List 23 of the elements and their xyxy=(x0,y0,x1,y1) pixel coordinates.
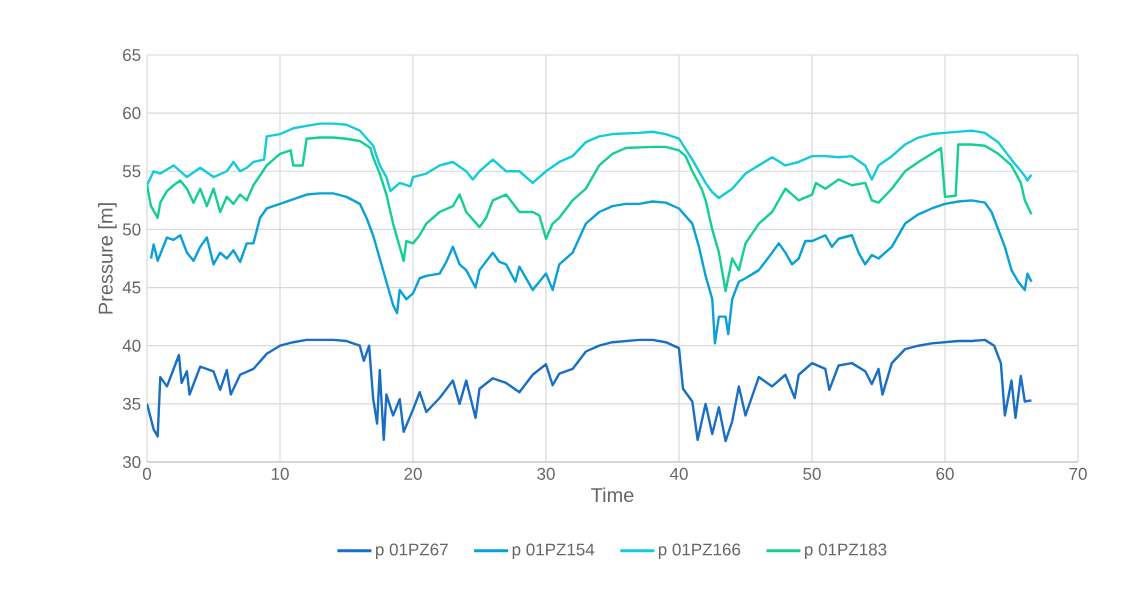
x-tick-label: 70 xyxy=(1069,467,1087,480)
y-axis-title: Pressure [m] xyxy=(98,203,117,314)
line-series xyxy=(147,136,1033,293)
y-tick-label: 45 xyxy=(122,281,141,294)
x-tick-label: 60 xyxy=(936,467,954,480)
y-tick-label: 50 xyxy=(122,223,141,236)
x-tick-label: 0 xyxy=(142,467,152,480)
x-tick-label: 40 xyxy=(669,467,688,480)
x-tick-label: 30 xyxy=(537,467,555,480)
legend-label: p 01PZ183 xyxy=(805,543,887,559)
legend-label: p 01PZ154 xyxy=(512,543,595,559)
y-tick-label: 35 xyxy=(122,397,141,410)
y-tick-label: 55 xyxy=(122,165,141,178)
y-tick-label: 60 xyxy=(123,107,141,120)
legend-label: p 01PZ166 xyxy=(658,543,741,559)
x-tick-label: 50 xyxy=(803,467,821,480)
y-tick-label: 30 xyxy=(122,455,141,469)
legend-label: p 01PZ67 xyxy=(376,543,448,559)
y-tick-label: 40 xyxy=(122,339,141,352)
x-tick-label: 20 xyxy=(404,467,422,480)
x-tick-label: 10 xyxy=(271,467,289,480)
x-axis-title: Time xyxy=(591,487,634,503)
y-tick-label: 65 xyxy=(123,48,141,62)
